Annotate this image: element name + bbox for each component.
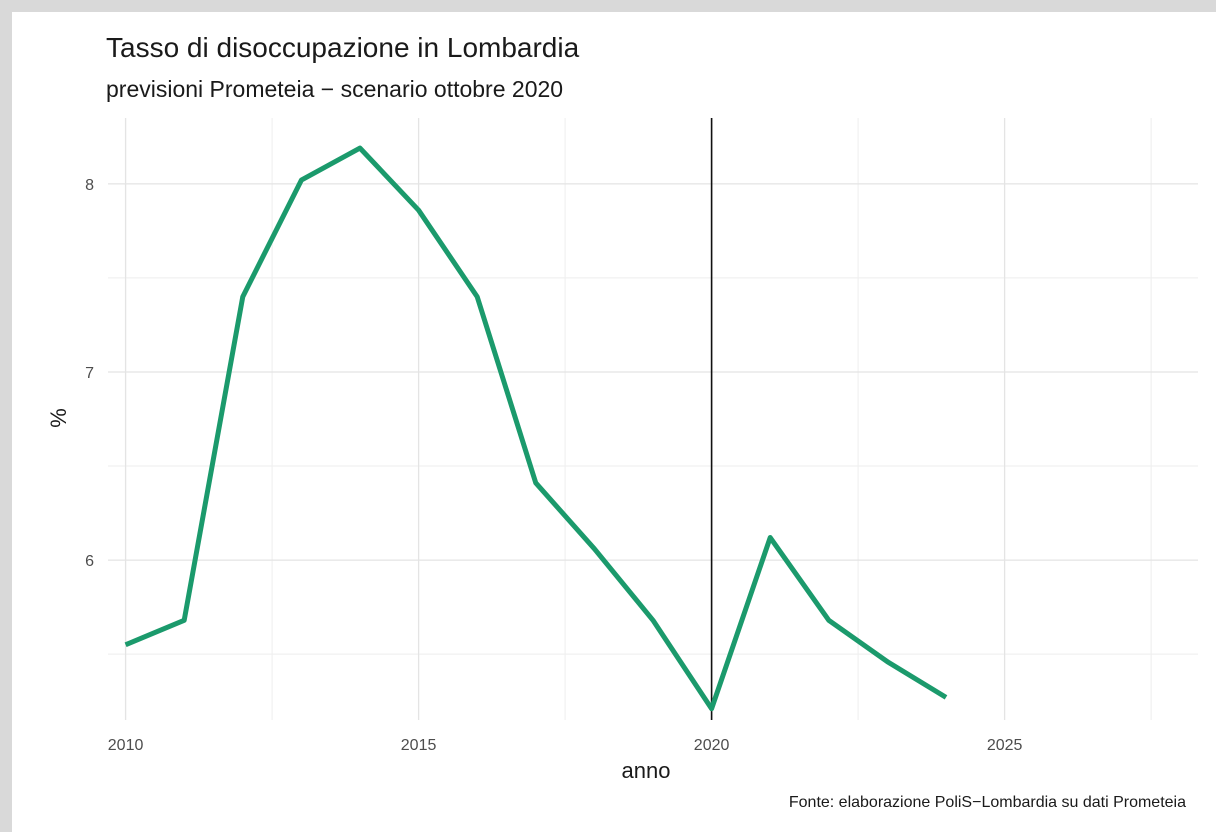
x-tick-label: 2015 — [401, 737, 437, 754]
y-axis-title: % — [46, 408, 71, 428]
y-tick-label: 6 — [85, 553, 94, 570]
series-line — [124, 145, 948, 712]
chart-subtitle: previsioni Prometeia − scenario ottobre … — [106, 76, 564, 102]
x-tick-label: 2010 — [108, 737, 144, 754]
chart-title: Tasso di disoccupazione in Lombardia — [106, 32, 580, 63]
x-tick-label: 2025 — [987, 737, 1023, 754]
chart-caption: Fonte: elaborazione PoliS−Lombardia su d… — [788, 794, 1186, 811]
tick-labels: 2010 2015 2020 2025 6 7 8 — [85, 177, 1022, 754]
x-tick-label: 2020 — [694, 737, 730, 754]
y-tick-label: 8 — [85, 177, 94, 194]
series — [124, 145, 948, 712]
y-tick-label: 7 — [85, 365, 94, 382]
grid — [108, 118, 1198, 720]
x-axis-title: anno — [622, 758, 671, 783]
chart-panel: Tasso di disoccupazione in Lombardia pre… — [12, 12, 1216, 832]
